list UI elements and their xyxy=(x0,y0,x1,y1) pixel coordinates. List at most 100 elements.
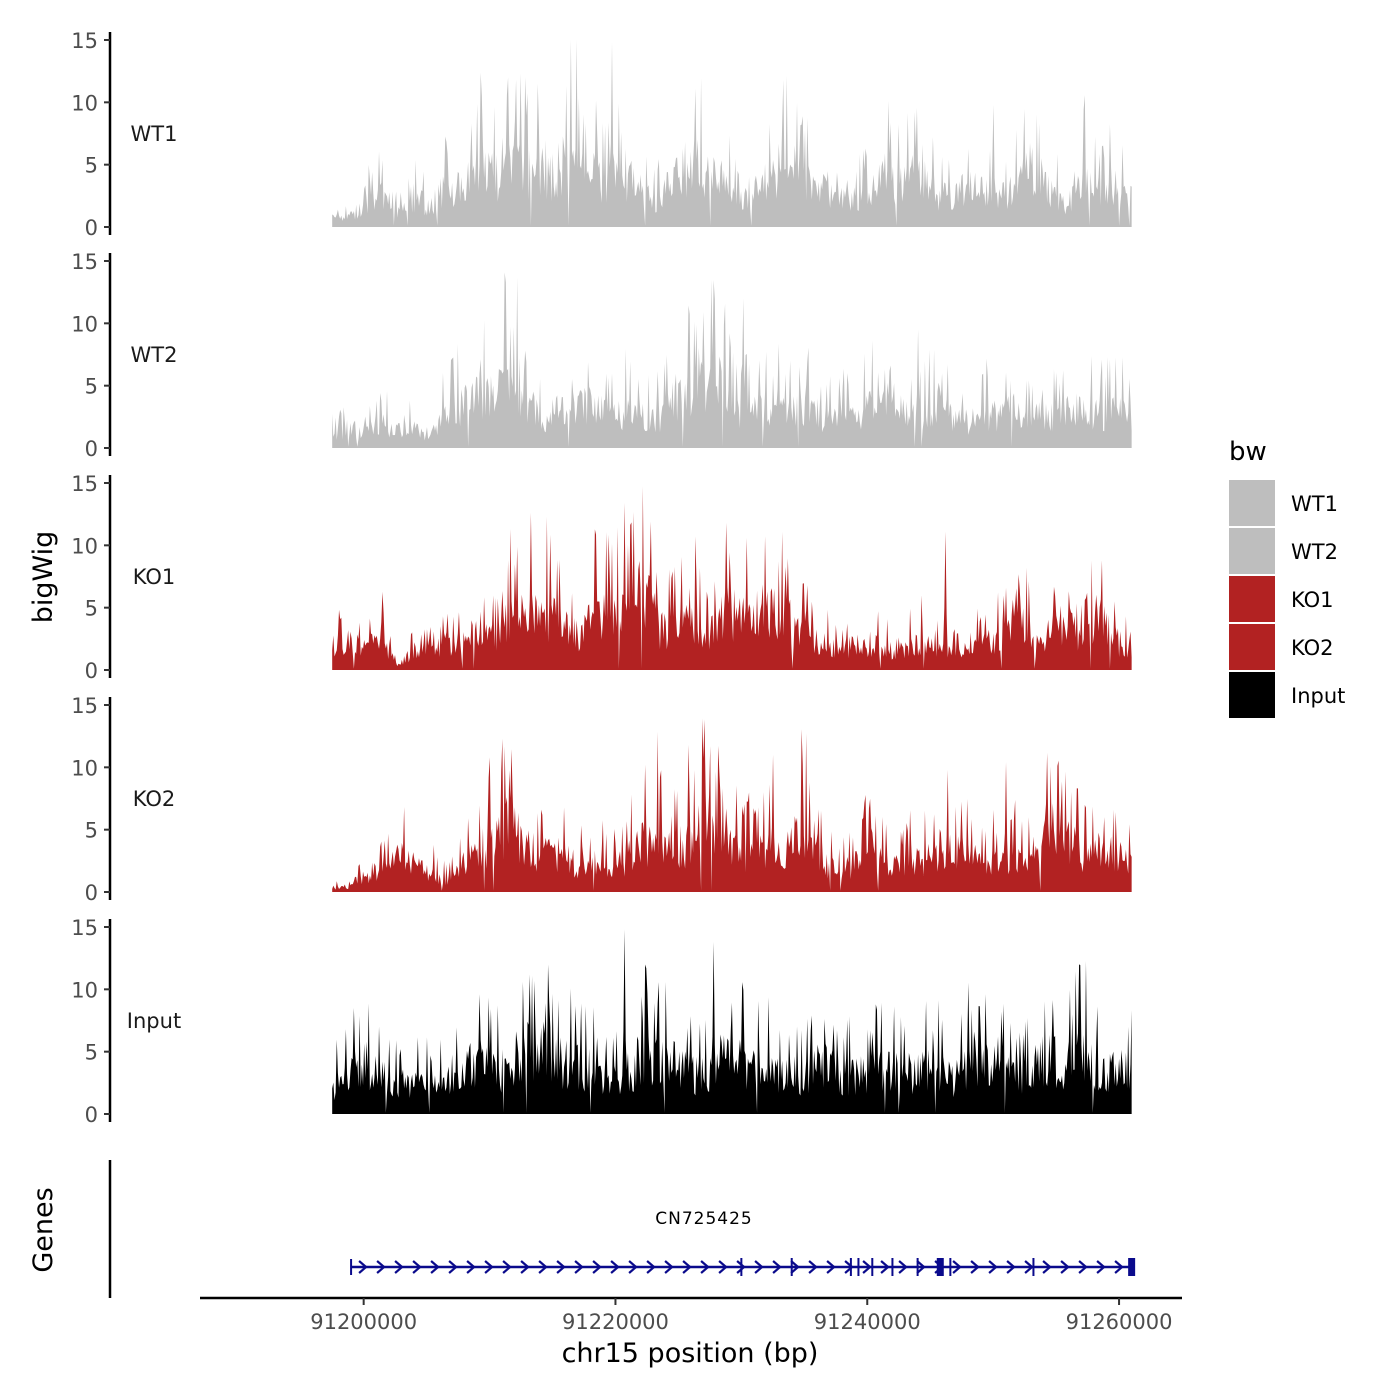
legend-swatch-WT2 xyxy=(1229,528,1275,574)
y-tick-label-KO2-0: 0 xyxy=(85,881,98,905)
strand-arrow xyxy=(646,1260,656,1274)
strand-arrow xyxy=(1042,1260,1052,1274)
legend-label-KO1: KO1 xyxy=(1291,588,1334,612)
strand-arrow xyxy=(916,1260,926,1274)
y-tick-label-Input-15: 15 xyxy=(71,916,98,940)
exon-block xyxy=(1032,1258,1035,1276)
gene-label: CN725425 xyxy=(655,1209,752,1229)
strand-arrow xyxy=(772,1260,782,1274)
exon-block xyxy=(1128,1258,1136,1276)
strand-arrow xyxy=(970,1260,980,1274)
strand-arrow xyxy=(412,1260,422,1274)
legend-label-Input: Input xyxy=(1291,684,1345,708)
strand-arrow xyxy=(1114,1260,1124,1274)
signal-area-KO2 xyxy=(332,718,1132,892)
y-tick-label-KO1-0: 0 xyxy=(85,659,98,683)
exon-block xyxy=(849,1258,852,1276)
track-label-WT1: WT1 xyxy=(131,122,178,146)
strand-arrow xyxy=(1006,1260,1016,1274)
strand-arrow xyxy=(988,1260,998,1274)
legend-swatch-KO2 xyxy=(1229,624,1275,670)
track-WT1: 0 5 10 15 WT1 xyxy=(71,29,1132,240)
y-tick-label-Input-5: 5 xyxy=(85,1041,98,1065)
legend-swatch-KO1 xyxy=(1229,576,1275,622)
exon-block xyxy=(891,1258,894,1276)
track-label-WT2: WT2 xyxy=(131,343,178,367)
y-tick-label-WT1-0: 0 xyxy=(85,216,98,240)
legend-item-KO2: KO2 xyxy=(1229,624,1334,670)
genes-panel-title: Genes xyxy=(28,1187,59,1272)
track-KO2: 0 5 10 15 KO2 xyxy=(71,694,1132,905)
strand-arrow xyxy=(394,1260,404,1274)
strand-arrow xyxy=(502,1260,512,1274)
x-tick-label-91240000: 91240000 xyxy=(814,1310,921,1334)
track-label-KO1: KO1 xyxy=(133,565,176,589)
y-tick-label-KO1-5: 5 xyxy=(85,597,98,621)
track-label-Input: Input xyxy=(127,1009,181,1033)
x-tick-label-91260000: 91260000 xyxy=(1066,1310,1173,1334)
exon-block xyxy=(871,1258,874,1276)
track-Input: 0 5 10 15 Input xyxy=(71,916,1132,1127)
legend-items: WT1 WT2 KO1 KO2 Input xyxy=(1229,480,1345,718)
y-tick-label-WT2-15: 15 xyxy=(71,250,98,274)
strand-arrow xyxy=(790,1260,800,1274)
legend-title: bw xyxy=(1229,437,1267,467)
strand-arrow xyxy=(430,1260,440,1274)
strand-arrow xyxy=(556,1260,566,1274)
strand-arrow xyxy=(736,1260,746,1274)
y-tick-label-WT2-0: 0 xyxy=(85,437,98,461)
signal-area-WT2 xyxy=(332,272,1132,448)
strand-arrow xyxy=(1096,1260,1106,1274)
y-tick-label-KO2-10: 10 xyxy=(71,756,98,780)
strand-arrow xyxy=(844,1260,854,1274)
legend: bw WT1 WT2 KO1 KO2 Input xyxy=(1229,437,1345,718)
strand-arrow xyxy=(718,1260,728,1274)
y-tick-label-Input-0: 0 xyxy=(85,1103,98,1127)
y-tick-label-WT2-10: 10 xyxy=(71,312,98,336)
legend-swatch-Input xyxy=(1229,672,1275,718)
strand-arrow xyxy=(520,1260,530,1274)
strand-arrow xyxy=(826,1260,836,1274)
strand-arrow xyxy=(628,1260,638,1274)
strand-arrow xyxy=(376,1260,386,1274)
y-tick-label-KO2-5: 5 xyxy=(85,819,98,843)
strand-arrow xyxy=(1078,1260,1088,1274)
gene-model xyxy=(350,1258,1136,1276)
x-axis: 91200000 91220000 91240000 91260000 xyxy=(200,1296,1182,1334)
strand-arrow xyxy=(880,1260,890,1274)
y-tick-label-Input-10: 10 xyxy=(71,978,98,1002)
legend-item-KO1: KO1 xyxy=(1229,576,1334,622)
strand-arrow xyxy=(574,1260,584,1274)
genes-panel xyxy=(108,1160,1136,1298)
strand-arrow xyxy=(538,1260,548,1274)
strand-arrow xyxy=(754,1260,764,1274)
strand-arrow xyxy=(898,1260,908,1274)
signal-area-Input xyxy=(332,929,1132,1114)
legend-label-WT2: WT2 xyxy=(1291,540,1338,564)
legend-label-WT1: WT1 xyxy=(1291,492,1338,516)
legend-item-WT2: WT2 xyxy=(1229,528,1338,574)
y-tick-label-KO1-15: 15 xyxy=(71,472,98,496)
legend-item-WT1: WT1 xyxy=(1229,480,1338,526)
legend-item-Input: Input xyxy=(1229,672,1345,718)
y-tick-label-WT1-5: 5 xyxy=(85,154,98,178)
y-tick-label-WT1-10: 10 xyxy=(71,91,98,115)
strand-arrow xyxy=(700,1260,710,1274)
exon-block xyxy=(916,1258,919,1276)
track-label-KO2: KO2 xyxy=(133,787,176,811)
y-tick-label-KO2-15: 15 xyxy=(71,694,98,718)
x-axis-title: chr15 position (bp) xyxy=(562,1338,819,1369)
track-WT2: 0 5 10 15 WT2 xyxy=(71,250,1132,461)
exon-block xyxy=(857,1258,860,1276)
strand-arrow xyxy=(682,1260,692,1274)
strand-arrow xyxy=(610,1260,620,1274)
strand-arrow xyxy=(664,1260,674,1274)
strand-arrow xyxy=(358,1260,368,1274)
legend-label-KO2: KO2 xyxy=(1291,636,1334,660)
exon-block xyxy=(790,1258,793,1276)
track-KO1: 0 5 10 15 KO1 xyxy=(71,472,1132,683)
exon-block xyxy=(740,1258,743,1276)
strand-arrow xyxy=(484,1260,494,1274)
